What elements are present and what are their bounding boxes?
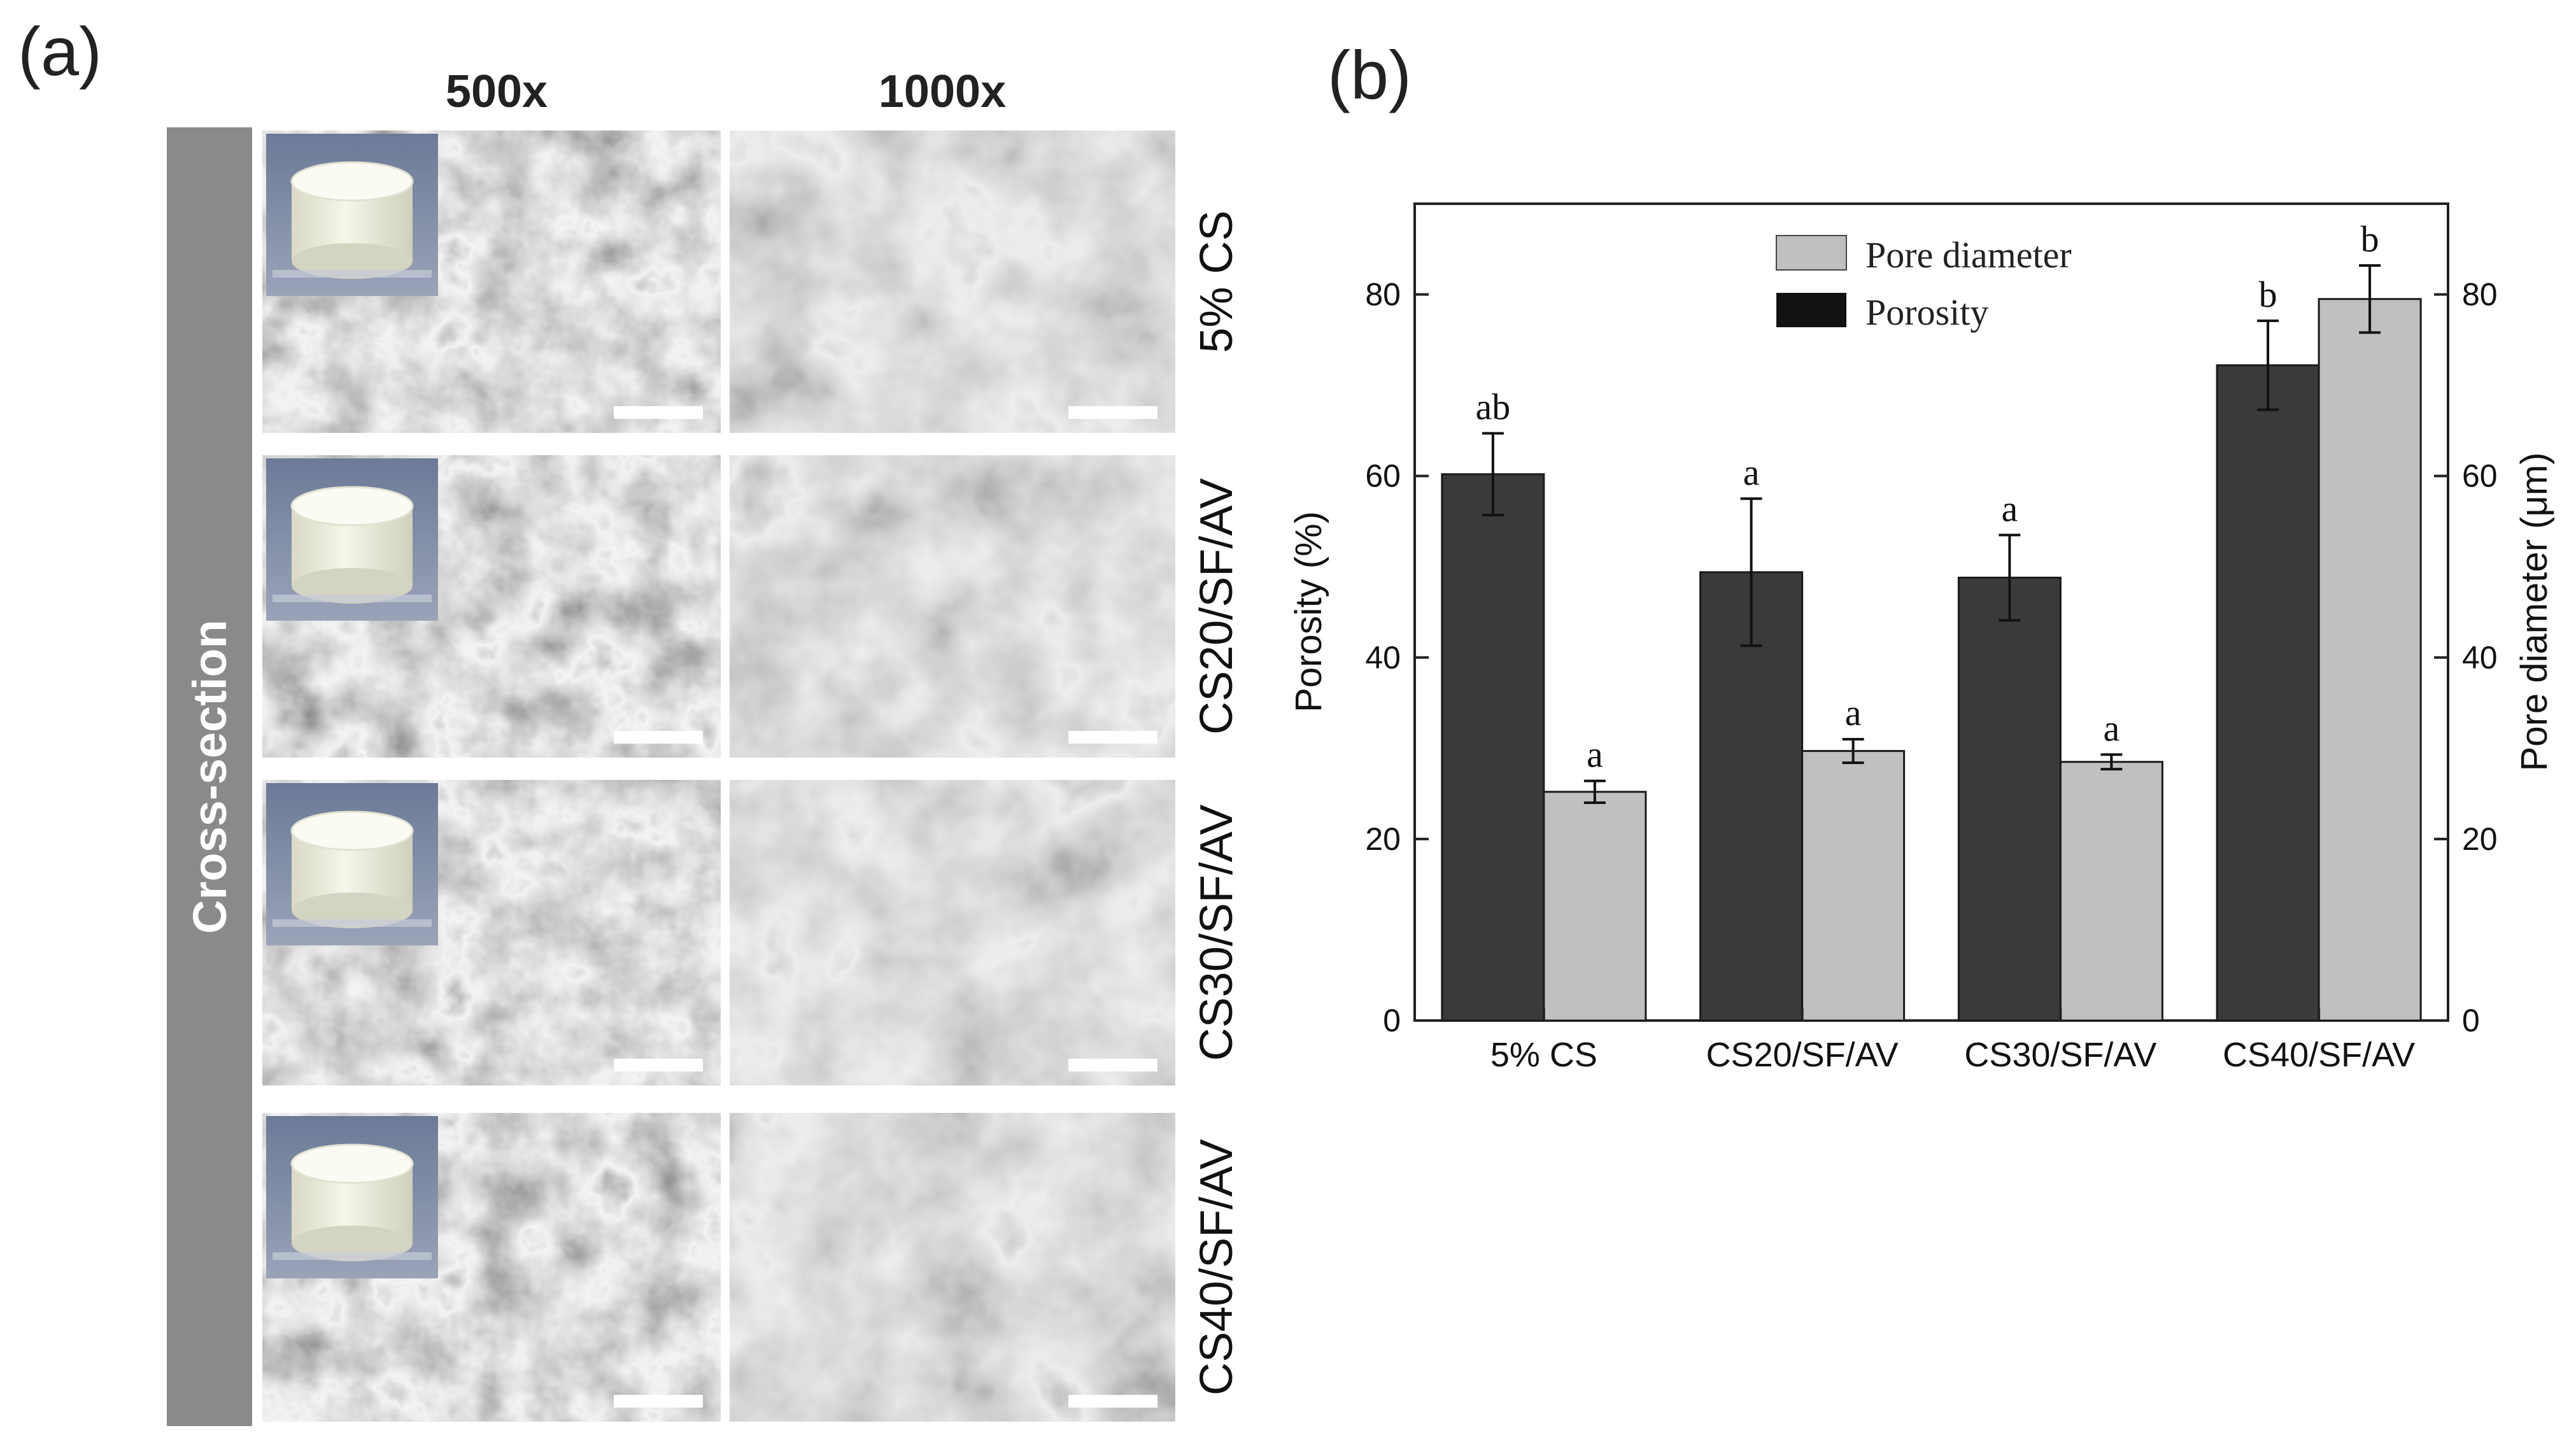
scale-bar xyxy=(1068,1395,1157,1408)
error-bar-porosity-5-cs xyxy=(1482,432,1504,516)
scale-bar xyxy=(1068,1059,1157,1071)
error-bar-porosity-cs40-sf-av xyxy=(2257,319,2279,411)
legend-label-porosity: Porosity xyxy=(1865,292,1988,333)
significance-porosity-5-cs: ab xyxy=(1476,386,1511,428)
scaffold-photo-5-cs xyxy=(266,134,438,296)
significance-pore-diameter-cs40-sf-av: b xyxy=(2361,218,2379,260)
significance-porosity-cs40-sf-av: b xyxy=(2259,274,2277,315)
error-bar-porosity-cs20-sf-av xyxy=(1740,497,1762,647)
bar-porosity-cs30-sf-av xyxy=(1957,576,2062,1022)
x-tick-label-cs40-sf-av: CS40/SF/AV xyxy=(2223,1036,2415,1074)
bar-pore-diameter-cs20-sf-av xyxy=(1801,750,1906,1022)
panel-a-label: (a) xyxy=(18,13,102,90)
row-label-cs30-sf-av: CS30/SF/AV xyxy=(1191,805,1242,1061)
cross-section-label: Cross-section xyxy=(183,619,236,933)
scaffold-photo-cs30-sf-av xyxy=(266,783,438,945)
scaffold-photo-cs40-sf-av xyxy=(266,1116,438,1278)
plot-frame xyxy=(1413,202,2449,1022)
legend-swatch-pore-diameter xyxy=(1776,235,1847,271)
significance-pore-diameter-5-cs: a xyxy=(1587,734,1603,775)
scale-bar xyxy=(614,406,703,419)
scaffold-photo-cs20-sf-av xyxy=(266,458,438,621)
scale-bar xyxy=(614,731,703,744)
bar-pore-diameter-cs30-sf-av xyxy=(2059,761,2163,1022)
y-right-tick-label: 80 xyxy=(2462,277,2498,313)
cross-section-band xyxy=(167,127,252,1426)
y-axis-left-title: Porosity (%) xyxy=(1288,511,1329,712)
bar-pore-diameter-cs40-sf-av xyxy=(2318,298,2422,1022)
scale-bar xyxy=(1068,406,1157,419)
sem-image-5-cs-1000x xyxy=(730,131,1175,433)
legend: Pore diameter Porosity xyxy=(1776,234,2072,333)
sem-image-cs40-sf-av-1000x xyxy=(730,1113,1175,1422)
bar-porosity-cs40-sf-av xyxy=(2216,364,2320,1022)
significance-porosity-cs30-sf-av: a xyxy=(2002,488,2018,529)
col-title-500x: 500x xyxy=(446,66,548,117)
x-tick-label-cs30-sf-av: CS30/SF/AV xyxy=(1964,1036,2156,1074)
x-tick-label-cs20-sf-av: CS20/SF/AV xyxy=(1706,1036,1899,1074)
legend-swatch-porosity xyxy=(1776,293,1846,327)
bar-pore-diameter-5-cs xyxy=(1543,791,1647,1022)
sem-image-cs20-sf-av-1000x xyxy=(730,455,1175,758)
y-left-tick-label: 40 xyxy=(1365,640,1401,675)
error-bar-pore-diameter-cs20-sf-av xyxy=(1842,738,1864,765)
scale-bar xyxy=(1068,731,1157,744)
sem-image-cs30-sf-av-1000x xyxy=(730,780,1175,1085)
y-left-tick-label: 0 xyxy=(1383,1003,1401,1038)
row-label-cs20-sf-av: CS20/SF/AV xyxy=(1191,478,1242,735)
legend-label-pore-diameter: Pore diameter xyxy=(1865,234,2072,276)
error-bar-pore-diameter-cs40-sf-av xyxy=(2359,264,2381,334)
significance-pore-diameter-cs20-sf-av: a xyxy=(1845,692,1862,733)
x-tick-label-5-cs: 5% CS xyxy=(1490,1036,1597,1074)
significance-pore-diameter-cs30-sf-av: a xyxy=(2104,707,2120,749)
y-right-tick-label: 0 xyxy=(2462,1003,2480,1038)
y-left-tick-label: 80 xyxy=(1365,277,1401,313)
error-bar-porosity-cs30-sf-av xyxy=(1999,534,2021,622)
scale-bar xyxy=(614,1059,703,1071)
col-title-1000x: 1000x xyxy=(879,66,1006,117)
row-label-cs40-sf-av: CS40/SF/AV xyxy=(1191,1139,1242,1396)
y-right-tick-label: 40 xyxy=(2462,640,2498,675)
scale-bar xyxy=(614,1395,703,1408)
y-axis-right-title: Pore diameter (μm) xyxy=(2514,453,2555,772)
y-right-tick-label: 20 xyxy=(2462,821,2498,857)
error-bar-pore-diameter-cs30-sf-av xyxy=(2100,753,2123,771)
row-label-5-cs: 5% CS xyxy=(1191,210,1242,353)
bar-porosity-5-cs xyxy=(1441,473,1545,1022)
y-right-tick-label: 60 xyxy=(2462,458,2498,494)
error-bar-pore-diameter-5-cs xyxy=(1583,779,1606,804)
sem-image-grid: 5% CS CS20/SF/AV CS30/SF/AV CS40/SF/AV xyxy=(262,131,1242,1422)
y-left-tick-label: 20 xyxy=(1365,821,1401,857)
significance-porosity-cs20-sf-av: a xyxy=(1743,451,1760,493)
y-left-tick-label: 60 xyxy=(1365,458,1401,494)
panel-b-label: (b) xyxy=(1327,36,1412,113)
